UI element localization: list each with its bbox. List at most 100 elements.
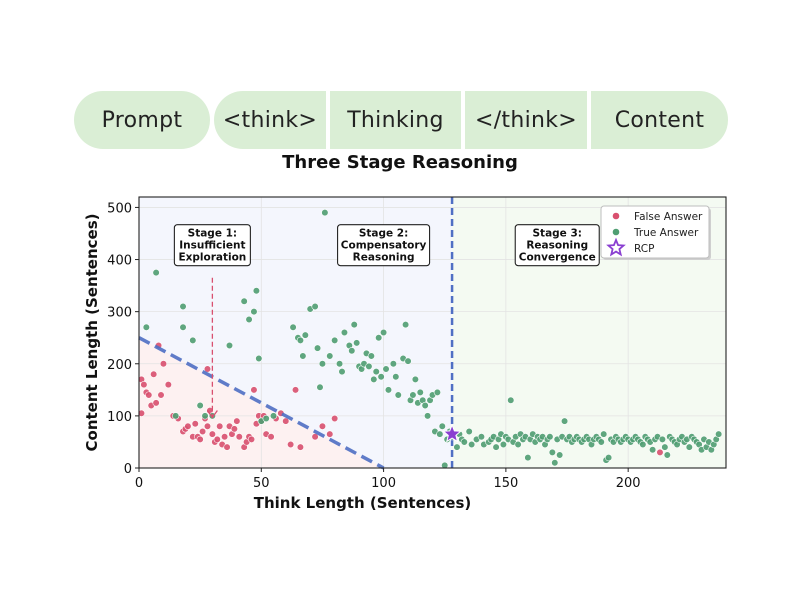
stage-3-annotation-line: Reasoning	[526, 240, 588, 252]
true-answer-point	[365, 362, 373, 370]
y-tick-label: 400	[107, 254, 132, 269]
true-answer-point	[460, 438, 468, 446]
true-answer-point	[269, 412, 278, 420]
true-answer-point	[551, 459, 559, 467]
true-answer-point	[433, 388, 441, 397]
true-answer-point	[499, 440, 508, 449]
legend-box	[600, 205, 710, 259]
true-answer-point	[548, 448, 556, 456]
true-answer-point	[524, 453, 532, 462]
true-answer-point	[172, 412, 180, 420]
true-answer-point	[404, 357, 412, 365]
true-answer-point	[250, 308, 258, 316]
true-answer-point	[382, 365, 390, 373]
true-answer-point	[316, 383, 324, 391]
y-tick-label: 100	[107, 410, 132, 425]
true-answer-point	[492, 443, 500, 451]
true-answer-point	[465, 427, 473, 436]
false-answer-point	[191, 420, 199, 428]
true-answer-point	[658, 435, 667, 443]
stage-3-annotation-line: Convergence	[519, 252, 596, 264]
scatter-chart: 0 50 100 150 200 0 100 200 300 400 500 Think Length…	[83, 196, 727, 512]
stage-1-annotation-line: Stage 1:	[188, 228, 237, 240]
false-answer-point	[291, 386, 300, 394]
pipeline-segment-content: Content	[591, 91, 728, 149]
stage-2-annotation-box	[337, 224, 431, 267]
true-answer-point	[255, 354, 263, 363]
true-answer-point	[514, 440, 522, 449]
true-answer-point	[311, 302, 319, 311]
false-answer-point	[267, 433, 275, 441]
true-answer-point	[649, 446, 657, 454]
false-answer-point	[159, 360, 168, 368]
false-answer-point	[213, 435, 221, 443]
true-answer-point	[401, 321, 410, 329]
true-answer-point	[196, 401, 204, 410]
false-answer-point	[230, 425, 238, 433]
true-answer-point	[685, 443, 693, 451]
stage-2-annotation-line: Reasoning	[353, 252, 415, 264]
false-answer-point	[157, 391, 165, 399]
false-answer-point	[223, 443, 231, 451]
true-answer-point	[299, 352, 307, 360]
true-answer-point	[152, 268, 160, 277]
true-answer-point	[560, 417, 569, 425]
true-answer-point	[477, 433, 486, 441]
x-tick-label: 200	[616, 476, 641, 491]
true-answer-point	[179, 323, 187, 331]
legend-false-answer-label: False Answer	[634, 211, 703, 223]
x-axis-label: Think Length (Sentences)	[254, 494, 472, 512]
true-answer-point	[663, 451, 671, 459]
true-answer-point	[661, 443, 669, 451]
rcp-star-marker	[442, 423, 462, 443]
y-tick-label: 200	[107, 358, 132, 373]
true-answer-point	[245, 315, 253, 324]
true-answer-series	[142, 209, 723, 469]
true-answer-point	[350, 321, 358, 329]
false-answer-point	[235, 433, 243, 441]
false-answer-point	[216, 422, 224, 430]
false-answer-point	[208, 430, 216, 438]
legend-true-answer-label: True Answer	[633, 227, 699, 239]
true-answer-point	[372, 367, 380, 376]
true-answer-point	[179, 302, 187, 311]
true-answer-point	[335, 360, 344, 368]
stage-1-annotation-line: Insufficient	[179, 240, 245, 252]
false-answer-point	[247, 435, 256, 443]
true-answer-point	[639, 440, 647, 449]
y-tick-label: 500	[107, 201, 132, 216]
legend-true-answer-marker	[612, 228, 620, 236]
true-answer-point	[240, 297, 248, 305]
legend-rcp-marker	[606, 237, 626, 257]
true-answer-point	[379, 328, 388, 337]
true-answer-point	[338, 367, 346, 376]
true-answer-point	[441, 461, 449, 469]
true-answer-point	[468, 440, 476, 449]
true-answer-point	[392, 373, 400, 381]
pipeline-caption: Three Stage Reasoning	[282, 152, 518, 173]
x-tick-label: 150	[493, 476, 518, 491]
true-answer-point	[142, 323, 150, 331]
true-answer-point	[321, 209, 329, 217]
x-tick-label: 100	[371, 476, 396, 491]
true-answer-point	[375, 334, 383, 342]
pipeline-segment-prompt: Prompt	[74, 91, 210, 149]
false-answer-point	[137, 409, 146, 417]
false-answer-point	[233, 417, 241, 425]
true-answer-point	[600, 430, 608, 438]
true-answer-point	[189, 336, 197, 344]
true-answer-point	[604, 453, 613, 462]
y-tick-label: 0	[124, 462, 132, 477]
stage-2-annotation-line: Compensatory	[341, 240, 427, 252]
true-answer-point	[416, 388, 424, 397]
true-answer-point	[438, 422, 446, 430]
legend-false-answer-marker	[612, 212, 620, 220]
reasoning-pipeline: Prompt <think> Thinking </think> Content…	[0, 0, 800, 200]
true-answer-point	[394, 391, 402, 399]
false-answer-point	[198, 427, 207, 436]
true-answer-point	[313, 344, 322, 352]
stage-1-arrowhead	[206, 410, 218, 419]
false-answer-point	[296, 443, 305, 451]
true-answer-point	[252, 287, 260, 295]
true-answer-point	[301, 331, 309, 339]
